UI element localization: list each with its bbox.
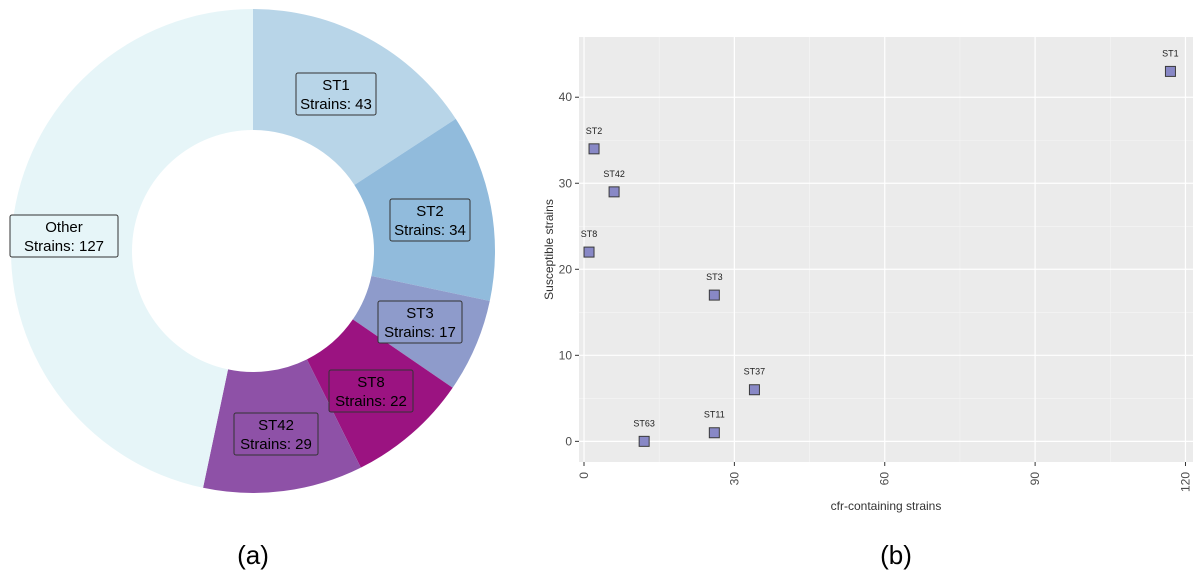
point-st63 — [638, 435, 650, 447]
donut-label-box — [233, 412, 319, 456]
point-label-st1: ST1 — [1162, 48, 1179, 58]
donut-label-other: Other Strains: 127 — [9, 214, 119, 258]
donut-label-box — [9, 214, 119, 258]
donut-label-count: Strains: 29 — [240, 436, 312, 453]
donut-label-count: Strains: 43 — [300, 96, 372, 113]
point-st42 — [608, 186, 620, 198]
x-tick-label: 90 — [1028, 472, 1042, 486]
y-tick-label: 30 — [559, 176, 573, 190]
point-label-st2: ST2 — [586, 126, 603, 136]
scatter-plot: 0 30 60 90 120 0 10 20 30 40 ST1 ST2 ST42 ST8 ST3 ST37 S… — [542, 37, 1193, 513]
donut-label-count: Strains: 127 — [24, 238, 104, 255]
x-tick-label: 30 — [727, 472, 741, 486]
x-tick-label: 120 — [1178, 472, 1192, 492]
donut-label-st3: ST3 Strains: 17 — [377, 300, 463, 344]
donut-label-name: ST2 — [416, 203, 444, 220]
point-label-st42: ST42 — [603, 169, 625, 179]
y-axis-title: Susceptible strains — [542, 199, 556, 300]
x-axis-title: cfr-containing strains — [831, 499, 942, 513]
plot-panel — [579, 37, 1193, 462]
point-st1 — [1164, 65, 1176, 77]
donut-label-name: ST42 — [258, 417, 294, 434]
donut-chart: ST1 Strains: 43 ST2 Strains: 34 ST3 Strains: … — [9, 9, 495, 493]
donut-label-name: ST8 — [357, 374, 385, 391]
donut-label-box — [389, 198, 471, 242]
point-st11 — [708, 427, 720, 439]
donut-label-box — [295, 72, 377, 116]
point-st37 — [748, 384, 760, 396]
donut-label-st2: ST2 Strains: 34 — [389, 198, 471, 242]
donut-label-box — [377, 300, 463, 344]
point-st8 — [583, 246, 595, 258]
donut-label-st42: ST42 Strains: 29 — [233, 412, 319, 456]
donut-label-name: ST3 — [406, 305, 434, 322]
point-label-st63: ST63 — [633, 418, 655, 428]
caption-a: (a) — [237, 540, 269, 570]
donut-label-name: Other — [45, 219, 83, 236]
point-label-st11: ST11 — [704, 410, 725, 420]
point-label-st37: ST37 — [744, 367, 766, 377]
donut-label-box — [328, 369, 414, 413]
y-tick-label: 20 — [559, 262, 573, 276]
donut-slice-other — [11, 9, 253, 488]
point-label-st8: ST8 — [581, 229, 598, 239]
donut-label-count: Strains: 22 — [335, 393, 407, 410]
x-tick-label: 60 — [878, 472, 892, 486]
point-st3 — [708, 289, 720, 301]
caption-b: (b) — [880, 540, 912, 570]
y-tick-label: 40 — [559, 90, 573, 104]
point-st2 — [588, 143, 600, 155]
donut-label-count: Strains: 17 — [384, 324, 456, 341]
donut-label-count: Strains: 34 — [394, 222, 466, 239]
donut-label-st8: ST8 Strains: 22 — [328, 369, 414, 413]
x-tick-label: 0 — [577, 472, 591, 479]
donut-label-name: ST1 — [322, 77, 350, 94]
donut-label-st1: ST1 Strains: 43 — [295, 72, 377, 116]
y-tick-label: 10 — [559, 348, 573, 362]
y-tick-label: 0 — [565, 434, 572, 448]
point-label-st3: ST3 — [706, 272, 723, 282]
